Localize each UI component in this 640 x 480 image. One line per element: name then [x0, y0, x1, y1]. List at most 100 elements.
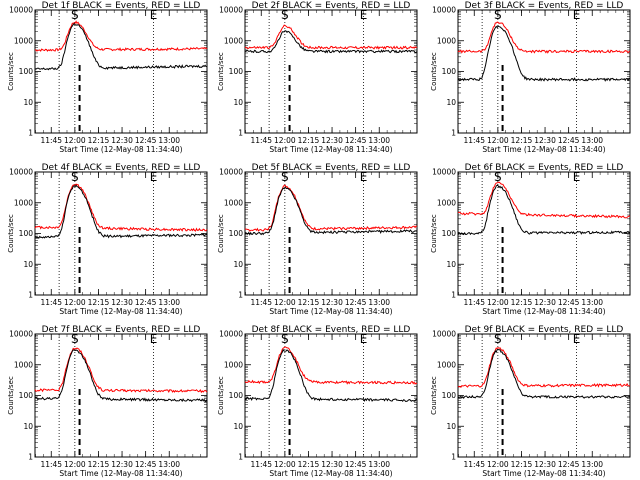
y-tick-label: 1000 [224, 198, 243, 207]
x-tick-label: 12:45 [558, 298, 580, 307]
x-axis-label: Start Time (12-May-08 11:34:40) [269, 307, 392, 316]
panel-title: Det 6f BLACK = Events, RED = LLD [465, 163, 624, 173]
x-axis-label: Start Time (12-May-08 11:34:40) [269, 469, 392, 478]
x-tick-label: 11:45 [40, 136, 62, 145]
x-tick-label: 12:30 [321, 460, 343, 469]
x-tick-label: 12:15 [511, 298, 533, 307]
marker-e: E [360, 170, 368, 184]
x-tick-label: 12:15 [298, 136, 320, 145]
x-tick-label: 12:45 [135, 298, 157, 307]
y-tick-label: 10000 [432, 330, 456, 339]
y-tick-label: 1000 [437, 360, 456, 369]
x-axis-label: Start Time (12-May-08 11:34:40) [59, 469, 182, 478]
y-tick-label: 1000 [14, 360, 33, 369]
marker-e: E [150, 332, 158, 346]
y-tick-label: 10 [23, 260, 33, 269]
marker-s: S [494, 8, 502, 22]
x-axis-label: Start Time (12-May-08 11:34:40) [482, 145, 605, 154]
x-tick-label: 12:15 [511, 136, 533, 145]
panel-1: Det 1f BLACK = Events, RED = LLD 1 10 100 10… [7, 1, 208, 154]
marker-e: E [360, 8, 368, 22]
x-tick-label: 12:30 [534, 298, 556, 307]
y-tick-label: 1 [28, 453, 33, 462]
y-axis-label: Counts/sec [7, 52, 15, 91]
panel-title: Det 2f BLACK = Events, RED = LLD [252, 1, 411, 11]
lld-rate-line [34, 347, 208, 394]
panel-title: Det 5f BLACK = Events, RED = LLD [252, 163, 411, 173]
x-tick-label: 12:45 [558, 460, 580, 469]
y-axis-label: Counts/sec [430, 52, 438, 91]
panel-4: Det 4f BLACK = Events, RED = LLD 1 10 100 10… [7, 163, 208, 316]
x-tick-label: 11:45 [40, 460, 62, 469]
y-axis-label: Counts/sec [7, 214, 15, 253]
y-tick-label: 1000 [224, 360, 243, 369]
y-tick-label: 10000 [9, 168, 33, 177]
event-rate-line [244, 30, 418, 54]
y-tick-label: 1000 [437, 36, 456, 45]
x-tick-label: 13:00 [581, 460, 603, 469]
y-tick-label: 1 [451, 129, 456, 138]
y-tick-label: 10000 [9, 6, 33, 15]
x-tick-label: 13:00 [581, 136, 603, 145]
marker-e: E [573, 8, 581, 22]
marker-s: S [494, 332, 502, 346]
x-tick-label: 12:15 [88, 460, 110, 469]
y-tick-label: 10 [446, 260, 456, 269]
x-tick-label: 12:15 [298, 460, 320, 469]
panel-title: Det 9f BLACK = Events, RED = LLD [465, 325, 624, 335]
y-tick-label: 100 [229, 67, 244, 76]
y-axis-label: Counts/sec [7, 376, 15, 415]
plot-frame [244, 9, 418, 134]
y-tick-label: 1000 [14, 36, 33, 45]
event-rate-line [34, 184, 208, 240]
panel-3: Det 3f BLACK = Events, RED = LLD 1 10 100 10… [430, 1, 631, 154]
y-tick-label: 10000 [219, 330, 243, 339]
plot-frame [244, 171, 418, 296]
lld-rate-line [34, 183, 208, 232]
x-axis-label: Start Time (12-May-08 11:34:40) [482, 469, 605, 478]
marker-s: S [281, 332, 289, 346]
panel-2: Det 2f BLACK = Events, RED = LLD 1 10 100 10… [217, 1, 418, 154]
x-tick-label: 13:00 [158, 136, 180, 145]
lld-rate-line [244, 184, 418, 232]
x-tick-label: 12:30 [111, 460, 133, 469]
y-tick-label: 1000 [14, 198, 33, 207]
y-tick-label: 1 [28, 129, 33, 138]
plot-frame [34, 171, 208, 296]
y-tick-label: 10 [233, 422, 243, 431]
x-axis-label: Start Time (12-May-08 11:34:40) [269, 145, 392, 154]
y-tick-label: 1 [238, 291, 243, 300]
x-tick-label: 11:45 [463, 460, 485, 469]
x-tick-label: 12:45 [345, 460, 367, 469]
y-tick-label: 100 [442, 229, 457, 238]
lld-rate-line [244, 346, 418, 385]
plot-frame [244, 333, 418, 458]
panel-title: Det 4f BLACK = Events, RED = LLD [42, 163, 201, 173]
y-axis-label: Counts/sec [430, 214, 438, 253]
y-tick-label: 10000 [9, 330, 33, 339]
panel-5: Det 5f BLACK = Events, RED = LLD 1 10 100 10… [217, 163, 418, 316]
y-tick-label: 1 [238, 453, 243, 462]
y-tick-label: 100 [19, 67, 34, 76]
y-tick-label: 100 [19, 229, 34, 238]
x-axis-label: Start Time (12-May-08 11:34:40) [59, 145, 182, 154]
x-axis-label: Start Time (12-May-08 11:34:40) [59, 307, 182, 316]
plot-frame [34, 9, 208, 134]
marker-e: E [573, 332, 581, 346]
marker-e: E [360, 332, 368, 346]
y-tick-label: 1000 [224, 36, 243, 45]
y-tick-label: 100 [229, 229, 244, 238]
y-tick-label: 10000 [219, 6, 243, 15]
y-tick-label: 10 [233, 98, 243, 107]
panel-title: Det 1f BLACK = Events, RED = LLD [42, 1, 201, 11]
x-tick-label: 12:00 [487, 136, 509, 145]
marker-s: S [494, 170, 502, 184]
event-rate-line [457, 348, 631, 400]
y-tick-label: 1 [28, 291, 33, 300]
x-tick-label: 12:30 [321, 298, 343, 307]
x-tick-label: 13:00 [158, 298, 180, 307]
x-tick-label: 11:45 [40, 298, 62, 307]
marker-e: E [150, 8, 158, 22]
x-tick-label: 11:45 [463, 298, 485, 307]
x-tick-label: 12:45 [345, 136, 367, 145]
